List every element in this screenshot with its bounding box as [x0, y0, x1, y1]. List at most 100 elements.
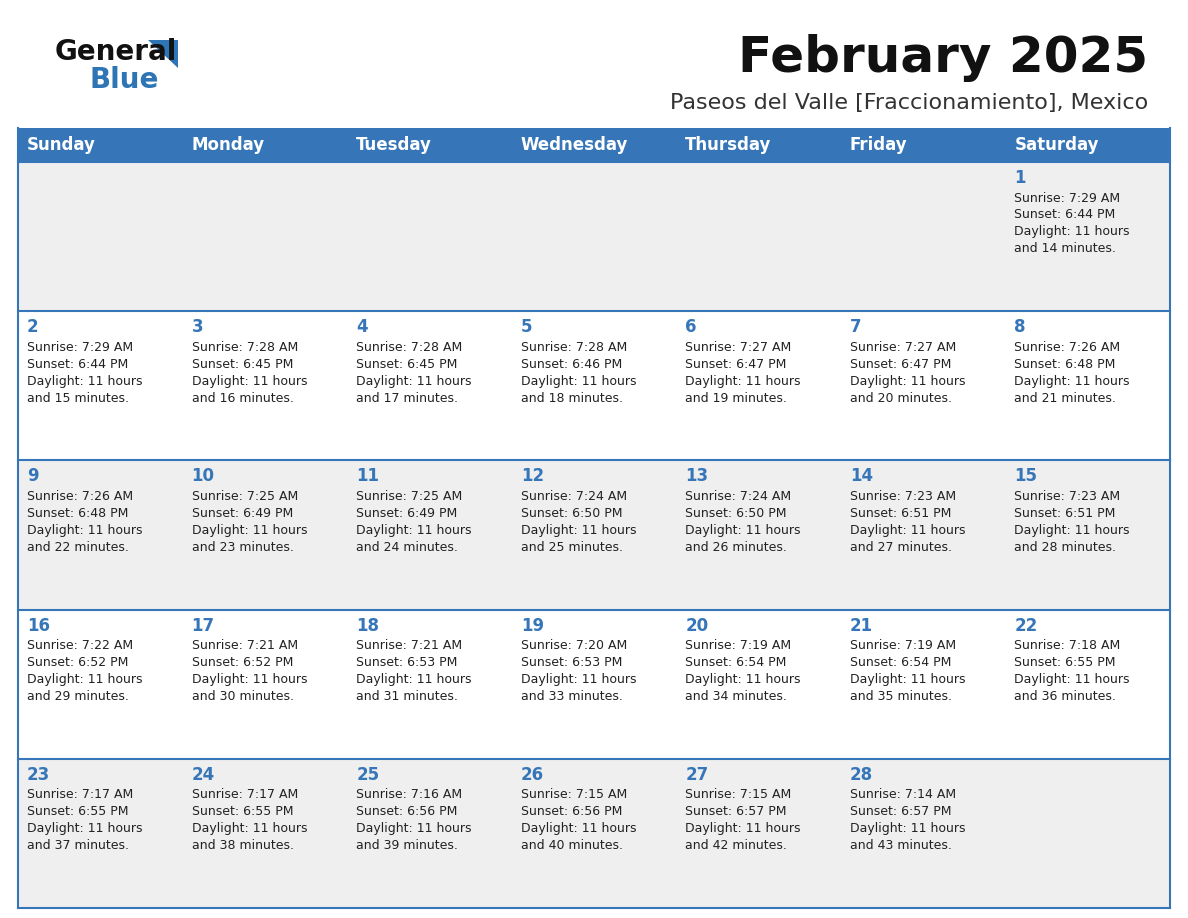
Text: Sunset: 6:45 PM: Sunset: 6:45 PM — [191, 358, 293, 371]
Text: Daylight: 11 hours: Daylight: 11 hours — [520, 823, 637, 835]
Text: Sunrise: 7:22 AM: Sunrise: 7:22 AM — [27, 639, 133, 652]
Text: Daylight: 11 hours: Daylight: 11 hours — [27, 673, 143, 686]
Text: Sunrise: 7:18 AM: Sunrise: 7:18 AM — [1015, 639, 1120, 652]
Text: Monday: Monday — [191, 136, 265, 154]
Text: and 30 minutes.: and 30 minutes. — [191, 690, 293, 703]
Text: and 16 minutes.: and 16 minutes. — [191, 392, 293, 405]
Text: Daylight: 11 hours: Daylight: 11 hours — [520, 673, 637, 686]
Text: Daylight: 11 hours: Daylight: 11 hours — [685, 823, 801, 835]
Text: Daylight: 11 hours: Daylight: 11 hours — [27, 375, 143, 387]
Text: and 31 minutes.: and 31 minutes. — [356, 690, 459, 703]
Text: and 39 minutes.: and 39 minutes. — [356, 839, 459, 852]
Text: 1: 1 — [1015, 169, 1026, 187]
Text: 6: 6 — [685, 319, 697, 336]
Text: 17: 17 — [191, 617, 215, 634]
Bar — [676, 162, 841, 311]
Text: Daylight: 11 hours: Daylight: 11 hours — [520, 524, 637, 537]
Text: Sunrise: 7:25 AM: Sunrise: 7:25 AM — [356, 490, 462, 503]
Bar — [18, 461, 183, 610]
Text: Sunset: 6:56 PM: Sunset: 6:56 PM — [520, 805, 623, 818]
Bar — [841, 162, 1005, 311]
Text: Daylight: 11 hours: Daylight: 11 hours — [849, 823, 966, 835]
Text: 7: 7 — [849, 319, 861, 336]
Text: Sunrise: 7:19 AM: Sunrise: 7:19 AM — [849, 639, 956, 652]
Text: Daylight: 11 hours: Daylight: 11 hours — [356, 823, 472, 835]
Text: and 43 minutes.: and 43 minutes. — [849, 839, 952, 852]
Text: 19: 19 — [520, 617, 544, 634]
Text: Sunset: 6:52 PM: Sunset: 6:52 PM — [191, 656, 293, 669]
Text: Friday: Friday — [849, 136, 908, 154]
Text: Daylight: 11 hours: Daylight: 11 hours — [356, 524, 472, 537]
Text: Daylight: 11 hours: Daylight: 11 hours — [685, 524, 801, 537]
Text: and 23 minutes.: and 23 minutes. — [191, 541, 293, 554]
Text: Sunset: 6:45 PM: Sunset: 6:45 PM — [356, 358, 457, 371]
Polygon shape — [148, 40, 178, 68]
Bar — [676, 311, 841, 461]
Text: and 29 minutes.: and 29 minutes. — [27, 690, 128, 703]
Text: Daylight: 11 hours: Daylight: 11 hours — [356, 673, 472, 686]
Text: Sunset: 6:57 PM: Sunset: 6:57 PM — [685, 805, 786, 818]
Text: and 38 minutes.: and 38 minutes. — [191, 839, 293, 852]
Text: Daylight: 11 hours: Daylight: 11 hours — [685, 375, 801, 387]
Text: and 15 minutes.: and 15 minutes. — [27, 392, 129, 405]
Text: General: General — [55, 38, 177, 66]
Text: Sunset: 6:54 PM: Sunset: 6:54 PM — [685, 656, 786, 669]
Bar — [183, 461, 347, 610]
Text: 9: 9 — [27, 467, 39, 486]
Text: Daylight: 11 hours: Daylight: 11 hours — [191, 823, 307, 835]
Bar — [512, 759, 676, 908]
Text: Sunset: 6:47 PM: Sunset: 6:47 PM — [849, 358, 952, 371]
Bar — [183, 311, 347, 461]
Text: Sunset: 6:48 PM: Sunset: 6:48 PM — [1015, 358, 1116, 371]
Text: Sunrise: 7:29 AM: Sunrise: 7:29 AM — [1015, 192, 1120, 205]
Bar — [676, 461, 841, 610]
Text: Daylight: 11 hours: Daylight: 11 hours — [1015, 375, 1130, 387]
Text: Sunset: 6:44 PM: Sunset: 6:44 PM — [27, 358, 128, 371]
Text: 28: 28 — [849, 766, 873, 784]
Text: 4: 4 — [356, 319, 368, 336]
Text: 3: 3 — [191, 319, 203, 336]
Text: Sunrise: 7:15 AM: Sunrise: 7:15 AM — [520, 789, 627, 801]
Text: Daylight: 11 hours: Daylight: 11 hours — [1015, 524, 1130, 537]
Bar — [841, 759, 1005, 908]
Text: Sunrise: 7:24 AM: Sunrise: 7:24 AM — [685, 490, 791, 503]
Text: 25: 25 — [356, 766, 379, 784]
Text: and 21 minutes.: and 21 minutes. — [1015, 392, 1117, 405]
Text: Sunrise: 7:23 AM: Sunrise: 7:23 AM — [1015, 490, 1120, 503]
Text: Sunset: 6:55 PM: Sunset: 6:55 PM — [1015, 656, 1116, 669]
Text: 10: 10 — [191, 467, 215, 486]
Text: 18: 18 — [356, 617, 379, 634]
Text: Sunrise: 7:29 AM: Sunrise: 7:29 AM — [27, 341, 133, 353]
Text: Sunset: 6:51 PM: Sunset: 6:51 PM — [1015, 507, 1116, 520]
Text: 16: 16 — [27, 617, 50, 634]
Text: Sunset: 6:47 PM: Sunset: 6:47 PM — [685, 358, 786, 371]
Bar — [512, 162, 676, 311]
Text: Tuesday: Tuesday — [356, 136, 432, 154]
Text: 27: 27 — [685, 766, 708, 784]
Text: and 24 minutes.: and 24 minutes. — [356, 541, 459, 554]
Bar — [1005, 759, 1170, 908]
Text: and 26 minutes.: and 26 minutes. — [685, 541, 788, 554]
Bar — [347, 610, 512, 759]
Text: and 36 minutes.: and 36 minutes. — [1015, 690, 1117, 703]
Text: and 25 minutes.: and 25 minutes. — [520, 541, 623, 554]
Text: Sunrise: 7:25 AM: Sunrise: 7:25 AM — [191, 490, 298, 503]
Bar — [183, 162, 347, 311]
Bar — [1005, 610, 1170, 759]
Text: Daylight: 11 hours: Daylight: 11 hours — [520, 375, 637, 387]
Bar — [18, 759, 183, 908]
Text: Saturday: Saturday — [1015, 136, 1099, 154]
Text: Sunset: 6:49 PM: Sunset: 6:49 PM — [356, 507, 457, 520]
Text: 22: 22 — [1015, 617, 1037, 634]
Text: and 42 minutes.: and 42 minutes. — [685, 839, 788, 852]
Bar — [1005, 461, 1170, 610]
Text: Sunset: 6:54 PM: Sunset: 6:54 PM — [849, 656, 952, 669]
Text: Sunrise: 7:26 AM: Sunrise: 7:26 AM — [1015, 341, 1120, 353]
Text: and 33 minutes.: and 33 minutes. — [520, 690, 623, 703]
Text: Thursday: Thursday — [685, 136, 772, 154]
Text: and 34 minutes.: and 34 minutes. — [685, 690, 788, 703]
Bar — [18, 610, 183, 759]
Text: Sunrise: 7:21 AM: Sunrise: 7:21 AM — [356, 639, 462, 652]
Bar — [18, 128, 1170, 162]
Text: 23: 23 — [27, 766, 50, 784]
